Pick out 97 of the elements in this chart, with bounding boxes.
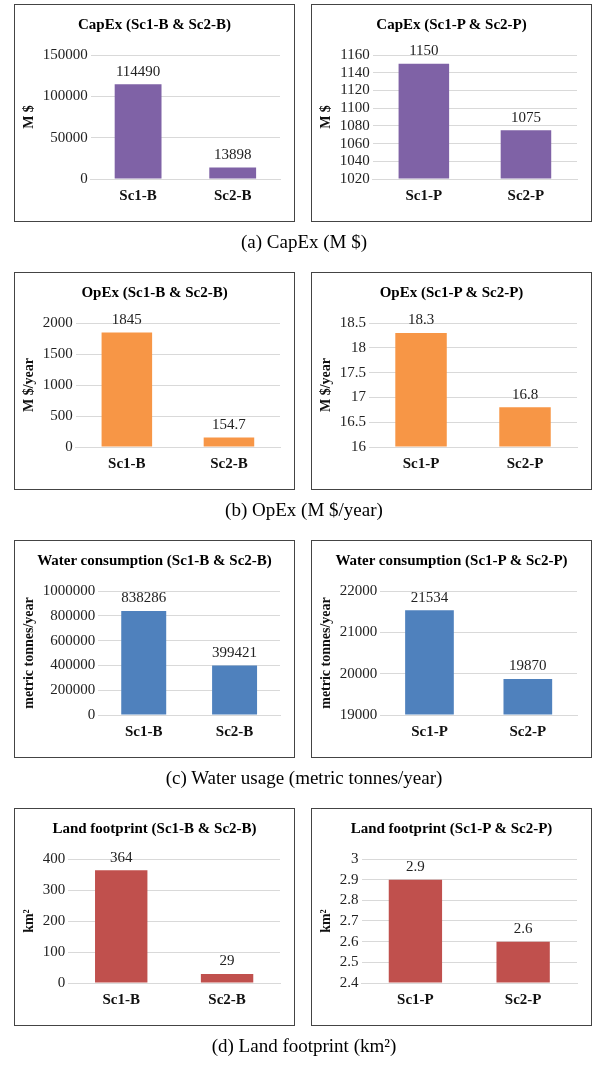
y-axis-title: km² [318,909,334,933]
x-tick-label: Sc2-B [213,186,252,203]
x-tick-label: Sc2-B [215,722,254,739]
chart-title: CapEx (Sc1-P & Sc2-P) [375,15,528,33]
y-tick-label: 1080 [339,116,370,133]
x-tick-label: Sc2-P [506,454,544,471]
text: (b) OpEx (M $/year) [224,499,384,521]
chart-title: Water consumption (Sc1-P & Sc2-P) [334,551,569,569]
data-label: 29 [219,952,235,969]
y-tick-label: 20000 [339,664,378,681]
y-tick-label: 2.5 [339,953,359,970]
y-tick-label: 2.7 [339,911,360,928]
y-tick-label: 18.5 [339,313,367,330]
y-tick-label: 1120 [340,81,370,98]
y-tick-label: 100000 [42,87,88,104]
y-tick-label: 21000 [339,623,378,640]
x-tick-label: Sc1-B [119,186,157,203]
y-tick-label: 0 [65,437,73,454]
x-tick-label: Sc2-B [210,454,248,471]
x-tick-label: Sc1-P [405,186,443,203]
x-tick-label: Sc2-B [208,990,246,1007]
y-tick-label: 400000 [50,656,96,673]
x-tick-label: Sc1-B [124,722,163,739]
y-axis-title: M $ [21,105,37,129]
y-tick-label: 2.8 [339,891,359,908]
x-tick-label: Sc2-P [504,990,542,1007]
y-tick-label: 19000 [339,705,378,722]
y-tick-label: 2.6 [339,932,360,949]
data-label: 16.8 [511,385,539,402]
y-tick-label: 500 [50,406,73,423]
y-tick-label: 2.9 [339,870,359,887]
y-tick-label: 0 [87,705,96,722]
data-label: 1150 [409,42,439,59]
y-axis-title: km² [21,909,37,933]
data-label: 838286 [121,589,167,606]
y-tick-label: 17.5 [339,363,367,380]
y-tick-label: 1500 [42,344,73,361]
data-label: 154.7 [212,415,247,432]
y-tick-label: 22000 [339,581,378,598]
chart-title: OpEx (Sc1-B & Sc2-B) [80,283,229,301]
y-tick-label: 1040 [339,152,370,169]
data-label: 21534 [410,588,449,605]
y-tick-label: 17 [351,388,367,405]
data-label: 114490 [115,62,161,79]
chart-title: Land footprint (Sc1-P & Sc2-P) [349,819,554,837]
y-axis-title: M $ [318,105,334,129]
data-label: 364 [109,848,133,865]
y-tick-label: 200000 [50,681,96,698]
data-label: 2.6 [513,920,534,937]
y-tick-label: 50000 [50,128,88,145]
x-tick-label: Sc1-P [411,722,448,739]
y-tick-label: 300 [42,880,66,897]
data-label: 1845 [111,311,142,328]
y-axis-title: metric tonnes/year [318,597,334,709]
y-tick-label: 1160 [340,45,370,62]
data-label: 1075 [510,108,541,125]
y-tick-label: 0 [57,973,66,990]
y-tick-label: 1100 [340,99,370,116]
y-tick-label: 18 [351,338,367,355]
y-tick-label: 0 [80,169,88,186]
y-tick-label: 100 [42,942,66,959]
y-tick-label: 1000 [42,375,73,392]
chart-title: OpEx (Sc1-P & Sc2-P) [378,283,525,301]
y-tick-label: 800000 [50,606,96,623]
text: (d) Land footprint (km²) [210,1035,398,1057]
x-tick-label: Sc1-P [397,990,434,1007]
x-tick-label: Sc1-B [108,454,146,471]
y-tick-label: 200 [42,911,66,928]
y-tick-label: 1020 [339,169,370,186]
x-tick-label: Sc2-P [507,186,545,203]
data-label: 18.3 [407,311,435,328]
y-tick-label: 2000 [42,313,73,330]
y-tick-label: 1000000 [42,581,96,598]
x-tick-label: Sc1-B [102,990,140,1007]
text: (a) CapEx (M $) [239,231,369,253]
data-label: 13898 [213,145,252,162]
chart-title: Water consumption (Sc1-B & Sc2-B) [36,551,273,569]
y-tick-label: 16.5 [339,413,367,430]
y-axis-title: M $/year [21,357,37,413]
y-tick-label: 3 [351,849,359,866]
chart-title: Land footprint (Sc1-B & Sc2-B) [51,819,258,837]
y-tick-label: 2.4 [339,973,360,990]
data-label: 19870 [509,657,547,674]
y-axis-title: M $/year [318,357,334,413]
y-tick-label: 16 [351,437,367,454]
text: (c) Water usage (metric tonnes/year) [164,767,444,789]
y-tick-label: 1140 [340,63,370,80]
y-tick-label: 600000 [50,631,96,648]
y-axis-title: metric tonnes/year [21,597,37,709]
chart-title: CapEx (Sc1-B & Sc2-B) [77,15,232,33]
data-label: 399421 [212,643,258,660]
y-tick-label: 1060 [339,134,370,151]
y-tick-label: 150000 [42,45,88,62]
x-tick-label: Sc2-P [509,722,547,739]
data-label: 2.9 [406,858,425,875]
y-tick-label: 400 [42,849,66,866]
x-tick-label: Sc1-P [402,454,440,471]
